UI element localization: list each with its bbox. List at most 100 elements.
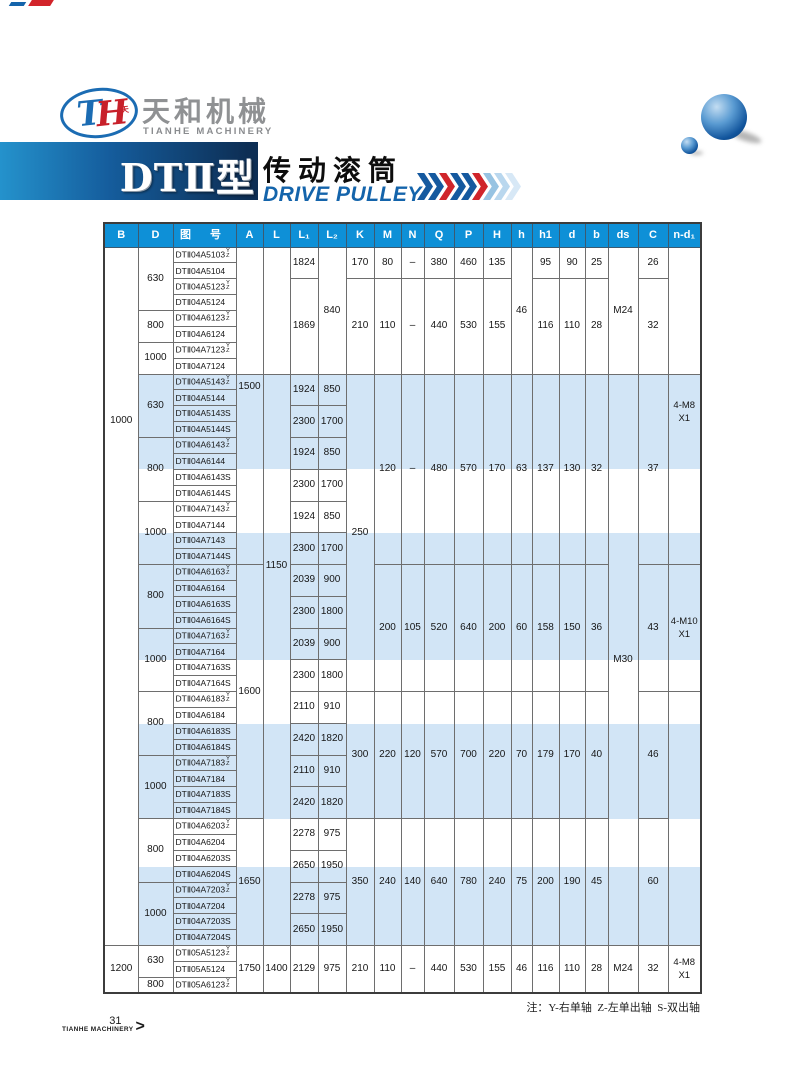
title-banner-band: DTⅡ型: [0, 142, 258, 200]
column-header-N: N: [400, 222, 425, 248]
cell-H-r37: 240: [482, 818, 512, 946]
cell-K-r29: 300: [345, 691, 375, 819]
table-row: DTⅡ04A5143S 2300 1700: [104, 405, 701, 438]
cell-L2-r35: 1820: [317, 786, 347, 819]
cell-L2-r13: 850: [317, 437, 347, 470]
cell-h1-r21: 158: [531, 564, 560, 692]
cell-nd-r9: 4-M8 X1: [667, 373, 702, 565]
cell-Q-r9: 480: [423, 373, 455, 565]
cell-D-r33: 1000: [137, 754, 174, 819]
cell-TH-r3: DTⅡ04A5123 Y Z: [172, 278, 237, 296]
cell-L2-r39: 1950: [317, 849, 347, 883]
cell-TH-r7: DTⅡ04A7123 Y Z: [172, 341, 237, 359]
company-name-cn: 天和机械: [142, 96, 271, 127]
cell-TH-r29: DTⅡ04A6183 Y Z: [172, 691, 237, 708]
cell-L1-r19: 2300: [289, 532, 319, 565]
cell-N-r37: 140: [400, 818, 425, 946]
cell-N-r29: 120: [400, 691, 425, 819]
column-header-b: b: [584, 222, 609, 248]
column-header-K: K: [345, 222, 375, 248]
table-row: DTⅡ04A5123 Y Z 1869 210 110–440 530 155 116 110 28…: [104, 278, 701, 375]
cell-A-r45: 1750: [235, 945, 264, 994]
cell-C-r9: 37: [637, 373, 669, 565]
cell-TH-r40: DTⅡ04A6204S: [172, 865, 237, 883]
column-header-ds: ds: [607, 222, 639, 248]
column-header-A: A: [235, 222, 264, 248]
cell-H-r21: 200: [482, 564, 512, 692]
cell-A-r9: 1500: [235, 373, 264, 565]
cell-L1-r15: 2300: [289, 468, 319, 502]
cell-L1-r43: 2650: [289, 913, 319, 946]
cell-L2-r41: 975: [317, 881, 347, 915]
cell-P-r45: 530: [453, 945, 484, 994]
cell-N-r21: 105: [400, 564, 425, 692]
cell-nd-r21: 4-M10 X1: [667, 564, 702, 692]
column-header-L: L: [262, 222, 291, 248]
cell-Q-r29: 570: [423, 691, 455, 819]
cell-L2-r33: 910: [317, 754, 347, 788]
cell-L2-r1: 840: [317, 246, 347, 375]
cell-TH-r24: DTⅡ04A6164S: [172, 611, 237, 629]
cell-Q-r1: 380: [423, 246, 455, 280]
cell-ds-r1: M24: [607, 246, 639, 375]
cell-L2-r9: 850: [317, 373, 347, 407]
table-row: DTⅡ04A6163S 2300 1800: [104, 595, 701, 629]
cell-H-r45: 155: [482, 945, 512, 994]
product-series-title: DTⅡ型: [119, 155, 255, 201]
cell-TH-r43: DTⅡ04A7203S: [172, 913, 237, 931]
cell-h1-r29: 179: [531, 691, 560, 819]
cell-D-r41: 1000: [137, 881, 174, 946]
cell-b-r1: 25: [584, 246, 609, 280]
cell-H-r9: 170: [482, 373, 512, 565]
cell-M-r3: 110: [373, 278, 402, 375]
cell-nd-r29: [667, 691, 702, 946]
cell-TH-r45: DTⅡ05A5123 Y Z: [172, 945, 237, 962]
cell-h-r29: 70: [510, 691, 533, 819]
cell-TH-r5: DTⅡ04A6123 Y Z: [172, 310, 237, 327]
column-header-P: P: [453, 222, 484, 248]
column-header-nd: n-d₁: [667, 222, 702, 248]
column-header-B: B: [103, 222, 139, 248]
cell-L1-r11: 2300: [289, 405, 319, 438]
cell-h-r21: 60: [510, 564, 533, 692]
column-header-M: M: [373, 222, 402, 248]
cell-d-r3: 110: [558, 278, 586, 375]
company-name-en: TIANHE MACHINERY: [143, 126, 274, 137]
cell-TH-r38: DTⅡ04A6204: [172, 833, 237, 851]
cell-TH-r44: DTⅡ04A7204S: [172, 929, 237, 946]
cell-TH-r21: DTⅡ04A6163 Y Z: [172, 564, 237, 581]
cell-h1-r45: 116: [531, 945, 560, 994]
cell-h1-r3: 116: [531, 278, 560, 375]
cell-b-r3: 28: [584, 278, 609, 375]
cell-H-r29: 220: [482, 691, 512, 819]
column-header-h: h: [510, 222, 533, 248]
cell-D-r29: 800: [137, 691, 174, 756]
cell-L1-r3: 1869: [289, 278, 319, 375]
cell-L1-r25: 2039: [289, 627, 319, 661]
cell-N-r45: –: [400, 945, 425, 994]
cell-K-r3: 210: [345, 278, 375, 375]
cell-d-r45: 110: [558, 945, 586, 994]
cell-L2-r29: 910: [317, 691, 347, 724]
cell-Q-r45: 440: [423, 945, 455, 994]
cell-D-r1: 630: [137, 246, 174, 311]
cell-M-r21: 200: [373, 564, 402, 692]
table-row: DTⅡ04A6143S 2300 1700: [104, 468, 701, 502]
decorative-sphere-large: [701, 94, 747, 140]
cell-H-r1: 135: [482, 246, 512, 280]
cell-B-r45: 1200: [103, 945, 139, 994]
cell-TH-r17: DTⅡ04A7143 Y Z: [172, 500, 237, 518]
cell-K-r1: 170: [345, 246, 375, 280]
cell-K-r9: 250: [345, 373, 375, 692]
table-row: 800 DTⅡ04A6183 Y Z 2110 910 300 220 120 570 700 220…: [104, 691, 702, 946]
decorative-sphere-small: [681, 137, 698, 154]
company-logo-emblem: T H 天: [57, 84, 141, 142]
cell-TH-r11: DTⅡ04A5143S: [172, 405, 237, 423]
cell-TH-r18: DTⅡ04A7144: [172, 516, 237, 534]
